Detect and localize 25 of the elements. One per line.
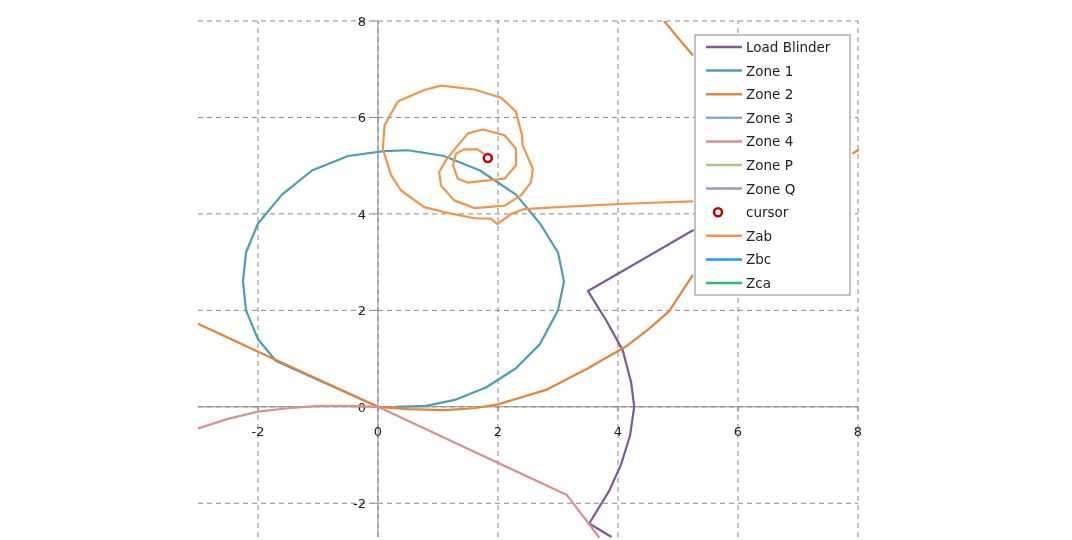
legend-label: Zone P (746, 157, 793, 173)
x-tick-label: 4 (613, 423, 623, 439)
legend-label: Zone Q (746, 180, 796, 197)
legend-label: Zone 3 (746, 109, 794, 126)
x-tick-label: 6 (733, 423, 743, 439)
line-series (381, 84, 694, 226)
x-tick-label: 2 (493, 423, 503, 439)
x-tick-label: 0 (373, 423, 383, 439)
legend-label: Zone 4 (746, 133, 794, 150)
y-tick-label: -2 (353, 496, 366, 512)
y-tick-label: 6 (357, 110, 366, 126)
y-tick-label: 8 (357, 14, 366, 29)
y-tick-label: 2 (357, 303, 366, 319)
x-tick-label: -2 (251, 423, 265, 439)
line-series (586, 229, 695, 538)
y-tick-label: 4 (357, 206, 366, 222)
legend-label: Load Blinder (746, 39, 831, 55)
legend-label: Zca (746, 275, 771, 291)
legend-label: Zone 2 (746, 86, 794, 103)
legend-label: Zbc (746, 251, 772, 268)
line-series (198, 404, 600, 538)
legend-label: Zone 1 (746, 62, 794, 79)
legend-label: Zab (746, 227, 773, 244)
x-tick-label: 8 (853, 423, 863, 439)
legend-label: cursor (746, 204, 789, 221)
